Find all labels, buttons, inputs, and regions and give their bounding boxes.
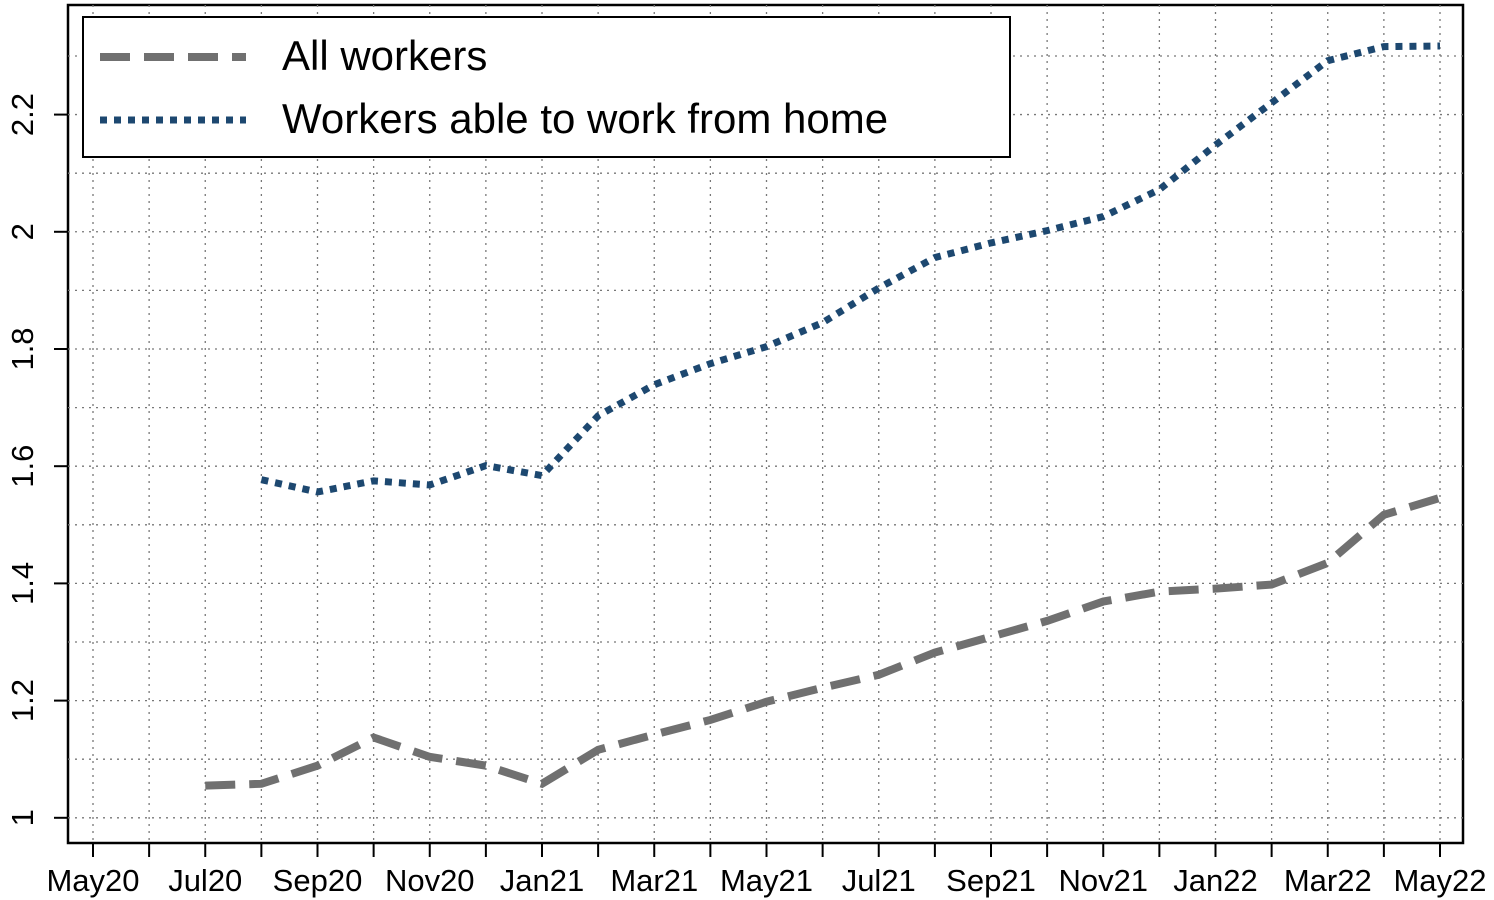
x-tick-label: Nov21: [1058, 863, 1148, 898]
x-tick-label: Jan21: [500, 863, 584, 898]
x-tick-label: Sep21: [946, 863, 1036, 898]
y-tick-label: 1.4: [5, 562, 40, 605]
legend: All workers Workers able to work from hom…: [82, 16, 1011, 158]
x-tick-label: Jul21: [842, 863, 916, 898]
y-tick-label: 1: [5, 809, 40, 826]
x-tick-label: May22: [1393, 863, 1486, 898]
y-tick-label: 1.2: [5, 679, 40, 722]
y-tick-label: 2.2: [5, 93, 40, 136]
legend-label: Workers able to work from home: [282, 95, 888, 142]
x-tick-label: Mar21: [610, 863, 698, 898]
y-tick-label: 2: [5, 223, 40, 240]
x-tick-label: Jul20: [168, 863, 242, 898]
x-tick-label: Mar22: [1284, 863, 1372, 898]
data-line: [205, 494, 1442, 790]
y-tick-label: 1.6: [5, 445, 40, 488]
legend-box: [82, 16, 1011, 158]
x-tick-label: Jan22: [1173, 863, 1257, 898]
data-line: [260, 42, 1441, 496]
x-tick-label: May21: [720, 863, 813, 898]
x-tick-label: May20: [46, 863, 139, 898]
y-tick-label: 1.8: [5, 327, 40, 370]
legend-label: All workers: [282, 32, 487, 79]
x-tick-label: Nov20: [385, 863, 475, 898]
x-tick-label: Sep20: [273, 863, 363, 898]
